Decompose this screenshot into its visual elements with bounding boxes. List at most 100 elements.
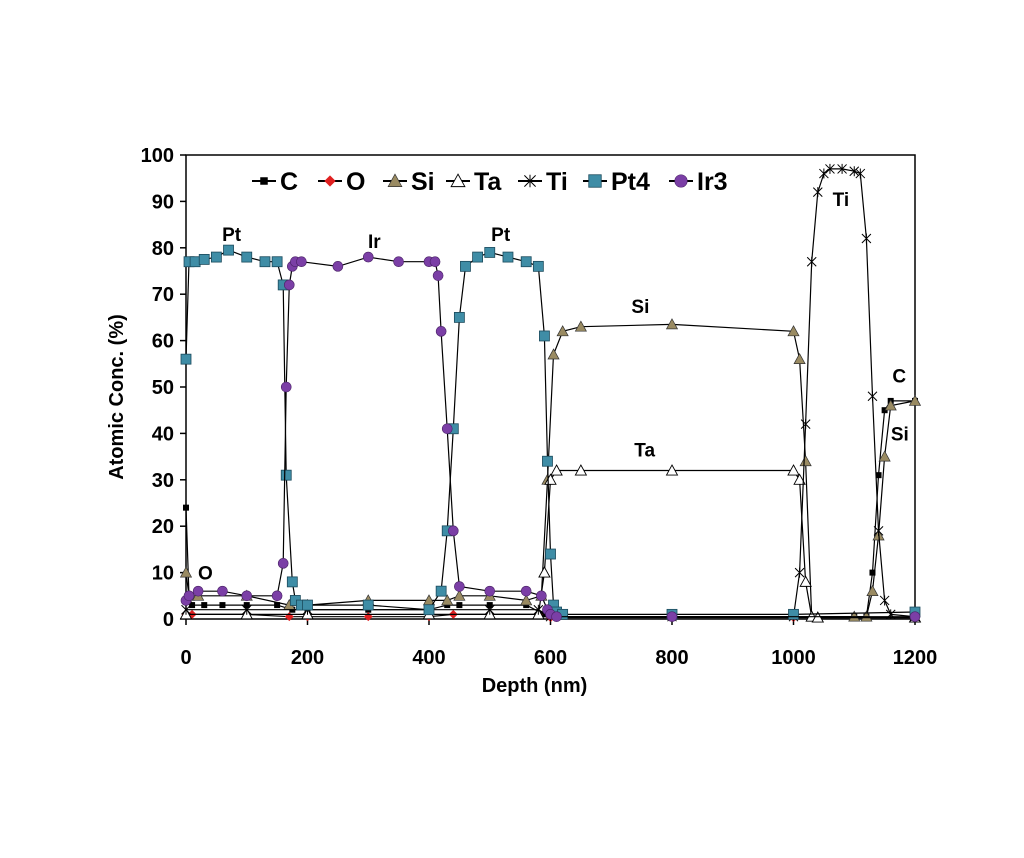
y-tick-label: 70 (152, 284, 174, 306)
data-point-ti (867, 391, 878, 402)
data-point-o (363, 612, 373, 622)
data-point-ti (879, 595, 890, 606)
data-point-pt4 (271, 256, 283, 268)
annotation-o: O (198, 564, 213, 585)
data-point-c (189, 602, 196, 609)
data-point-pt4 (539, 330, 550, 342)
data-point-c (456, 602, 463, 609)
data-point-ti (825, 163, 835, 174)
legend-marker-ir3 (674, 174, 688, 188)
data-point-ir3 (484, 585, 496, 597)
legend: C O Si Ta Ti Pt4 Ir3 (252, 168, 728, 196)
data-point-pt4 (286, 576, 298, 588)
data-point-si (179, 566, 193, 578)
legend-item-ti: Ti (518, 168, 568, 196)
data-point-c (274, 602, 281, 609)
data-point-ir3 (296, 256, 307, 268)
data-point-pt4 (542, 455, 553, 467)
data-point-ti (806, 256, 817, 267)
x-tick-label: 400 (412, 647, 445, 669)
legend-marker-pt4 (588, 174, 602, 188)
legend-label: Ir3 (697, 168, 728, 196)
data-point-ir3 (429, 256, 441, 268)
data-point-pt4 (210, 251, 222, 263)
data-point-pt4 (472, 251, 484, 263)
data-point-ta (793, 473, 806, 485)
data-point-ir3 (432, 270, 444, 281)
data-point-c (201, 602, 208, 609)
annotation-si: Si (891, 424, 909, 445)
data-point-si (884, 399, 897, 411)
legend-item-c: C (252, 168, 298, 196)
data-point-c (869, 569, 876, 576)
legend-item-ta: Ta (446, 168, 502, 196)
y-tick-label: 20 (152, 516, 174, 538)
annotations-layer: Pt Ir Pt Si Ta Ti C Si O (198, 190, 909, 585)
y-tick-label: 50 (152, 377, 174, 399)
data-point-si (787, 325, 800, 337)
data-point-pt4 (460, 260, 471, 272)
y-axis-title: Atomic Conc. (%) (106, 314, 128, 480)
data-point-si (866, 584, 879, 597)
legend-item-ir3: Ir3 (669, 168, 728, 196)
legend-label: Ti (546, 168, 568, 196)
data-point-ti (855, 168, 866, 179)
data-point-pt4 (280, 469, 292, 481)
data-point-ti (861, 233, 872, 244)
data-point-pt4 (189, 256, 201, 268)
annotation-pt: Pt (491, 225, 511, 246)
y-tick-label: 30 (152, 470, 174, 492)
data-point-ir3 (277, 558, 289, 569)
annotation-ti: Ti (833, 190, 850, 211)
data-point-ir3 (271, 590, 283, 602)
data-point-ir3 (393, 256, 404, 268)
legend-label: Si (411, 168, 435, 196)
data-point-pt4 (223, 244, 234, 256)
data-point-ti (849, 166, 860, 177)
data-point-si (574, 320, 587, 332)
data-point-si (793, 352, 806, 365)
y-tick-label: 0 (163, 609, 174, 631)
legend-marker-si (387, 173, 403, 187)
data-point-ti (241, 604, 252, 615)
data-point-ir3 (280, 381, 292, 393)
data-point-si (547, 348, 560, 360)
data-point-ti (800, 419, 811, 430)
legend-label: C (280, 168, 298, 196)
legend-marker-o (324, 175, 336, 187)
data-point-ir3 (435, 326, 447, 337)
series-layer (179, 163, 922, 623)
data-point-pt4 (362, 599, 374, 611)
x-axis-title: Depth (nm) (482, 675, 588, 697)
data-point-ta (550, 464, 563, 476)
y-tick-label: 80 (152, 238, 174, 260)
data-point-ir3 (447, 525, 459, 537)
data-point-ti (885, 609, 896, 620)
data-point-ir3 (441, 423, 453, 435)
annotation-pt: Pt (222, 225, 242, 246)
data-point-ir3 (183, 590, 195, 602)
series-line-c (185, 400, 915, 618)
legend-label: O (346, 168, 365, 196)
x-tick-label: 600 (534, 647, 567, 669)
axes: 0 200 400 600 800 1000 1200 0 10 20 30 40 50 60 70 80 90… (106, 145, 937, 697)
data-point-ti (533, 604, 544, 615)
legend-marker-ta (450, 173, 466, 188)
data-point-ta (665, 464, 679, 476)
annotation-si: Si (631, 297, 649, 318)
data-point-ir3 (666, 611, 678, 622)
data-point-ir3 (217, 585, 228, 597)
data-point-si (441, 594, 454, 606)
data-point-si (908, 394, 922, 406)
legend-item-pt4: Pt4 (583, 168, 650, 196)
data-point-c (875, 472, 882, 479)
data-point-o (284, 612, 294, 622)
legend-marker-ti (524, 174, 536, 188)
annotation-c: C (892, 366, 906, 387)
x-tick-label: 0 (180, 647, 191, 669)
data-point-ti (794, 567, 805, 578)
data-point-ir3 (283, 279, 295, 291)
data-point-ir3 (520, 585, 532, 597)
data-point-pt4 (502, 251, 514, 263)
